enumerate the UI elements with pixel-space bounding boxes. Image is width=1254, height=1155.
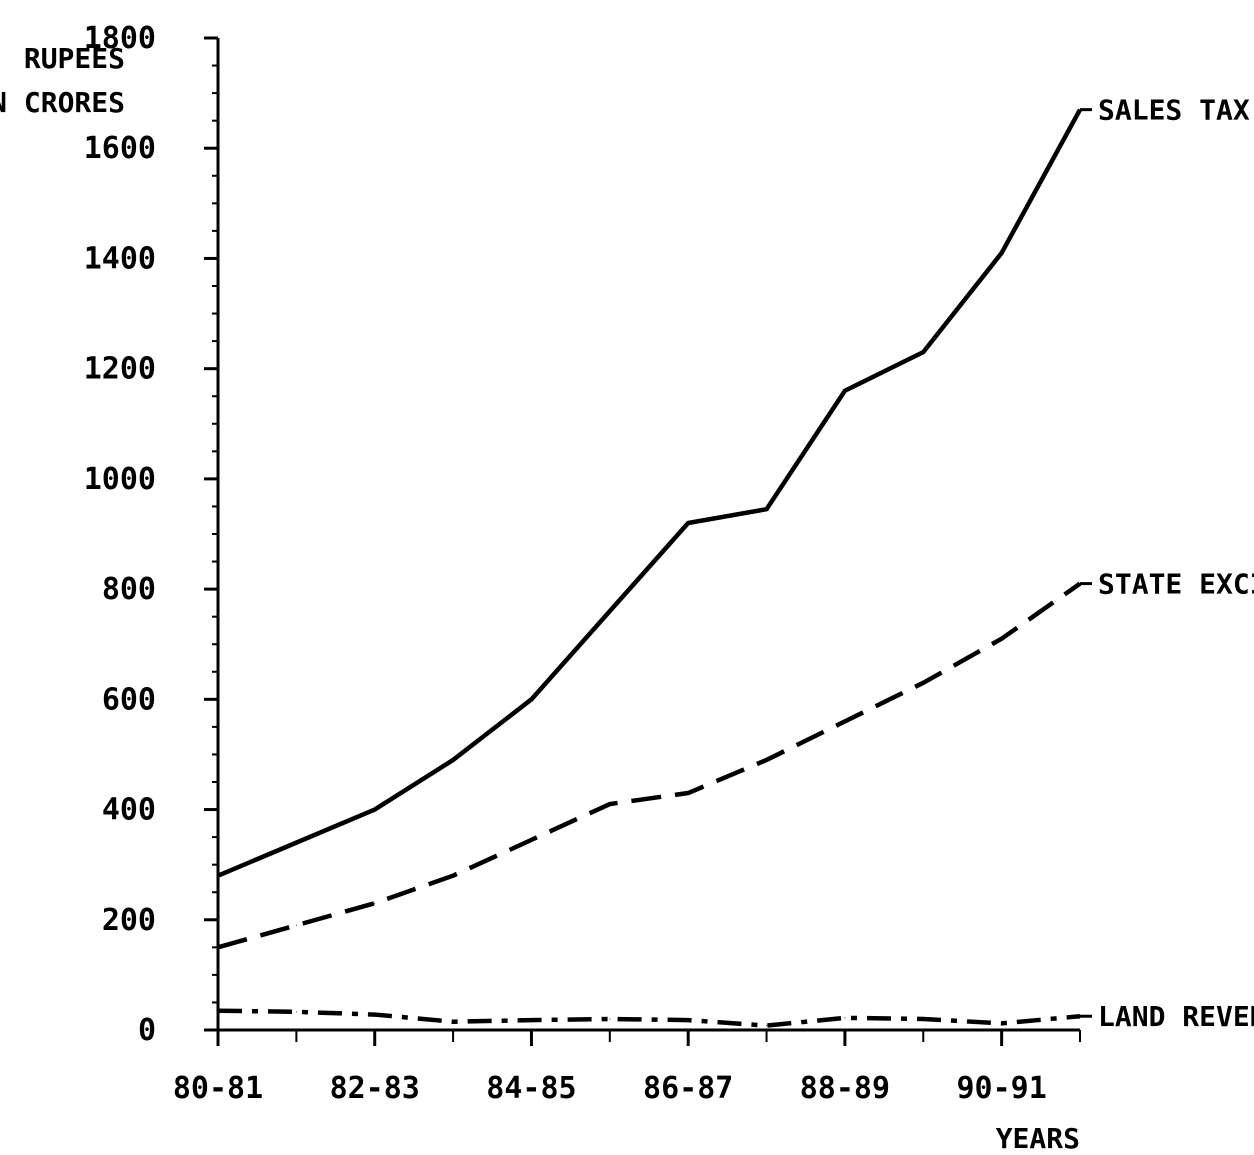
y-tick-label: 800	[102, 572, 156, 607]
series-1-point	[452, 759, 454, 761]
series-1-point	[1001, 252, 1003, 254]
series-3-point	[452, 1021, 454, 1023]
x-tick-label: 90-91	[956, 1071, 1046, 1106]
series-1-point	[530, 698, 532, 700]
x-axis-title: YEARS	[996, 1122, 1080, 1155]
x-tick-label: 80-81	[173, 1071, 263, 1106]
y-tick-label: 1800	[84, 21, 156, 56]
series-3-point	[687, 1019, 689, 1021]
series-3-point	[295, 1011, 297, 1013]
series-3-point	[530, 1019, 532, 1021]
series-2-point	[766, 759, 768, 761]
y-axis-title-line2: IN CRORES	[0, 86, 125, 119]
series-1-point	[844, 390, 846, 392]
series-3-point	[609, 1018, 611, 1020]
series-2-point	[530, 839, 532, 841]
series-line-2	[217, 581, 1082, 950]
y-tick-label: 0	[138, 1013, 156, 1048]
x-tick-label: 86-87	[643, 1071, 733, 1106]
y-tick-label: 600	[102, 682, 156, 717]
series-label: SALES TAX	[1098, 94, 1250, 127]
series-2-point	[844, 720, 846, 722]
series-layer: SALES TAX STATE EXCISE LAND REVENUE	[217, 94, 1254, 1033]
series-1-point	[609, 610, 611, 612]
series-3-point	[922, 1018, 924, 1020]
y-tick-label: 1600	[84, 131, 156, 166]
y-tick-label: 1200	[84, 352, 156, 387]
series-1-point	[687, 522, 689, 524]
axes: 0 200 400 600 800 1000 1200 1400 1600 1800 80-81 82…	[84, 21, 1081, 1106]
series-2-point	[1001, 638, 1003, 640]
series-2-point	[452, 875, 454, 877]
y-tick-label: 400	[102, 793, 156, 828]
x-tick-label: 88-89	[800, 1071, 890, 1106]
series-label: STATE EXCISE	[1098, 568, 1254, 601]
series-3-point	[766, 1025, 768, 1027]
series-line-1	[217, 108, 1082, 878]
y-tick-label: 1400	[84, 241, 156, 276]
series-2-point	[217, 946, 219, 948]
y-tick-label: 1000	[84, 462, 156, 497]
series-1-point	[922, 351, 924, 353]
series-3-point	[844, 1017, 846, 1019]
series-3-point	[1001, 1022, 1003, 1024]
series-1-point	[374, 809, 376, 811]
series-label: LAND REVENUE	[1098, 1000, 1254, 1033]
x-tick-label: 82-83	[330, 1071, 420, 1106]
series-2-point	[295, 924, 297, 926]
series-1-point	[217, 875, 219, 877]
series-2-point	[374, 902, 376, 904]
series-1-point	[766, 508, 768, 510]
series-1-point	[295, 842, 297, 844]
y-axis-title-line1: RUPEES	[24, 42, 125, 75]
series-2-point	[609, 803, 611, 805]
y-tick-label: 200	[102, 903, 156, 938]
series-line-3	[217, 1008, 1081, 1028]
series-3-point	[217, 1010, 219, 1012]
x-tick-label: 84-85	[486, 1071, 576, 1106]
series-2-point	[687, 792, 689, 794]
series-2-point	[922, 682, 924, 684]
series-3-point	[374, 1014, 376, 1016]
